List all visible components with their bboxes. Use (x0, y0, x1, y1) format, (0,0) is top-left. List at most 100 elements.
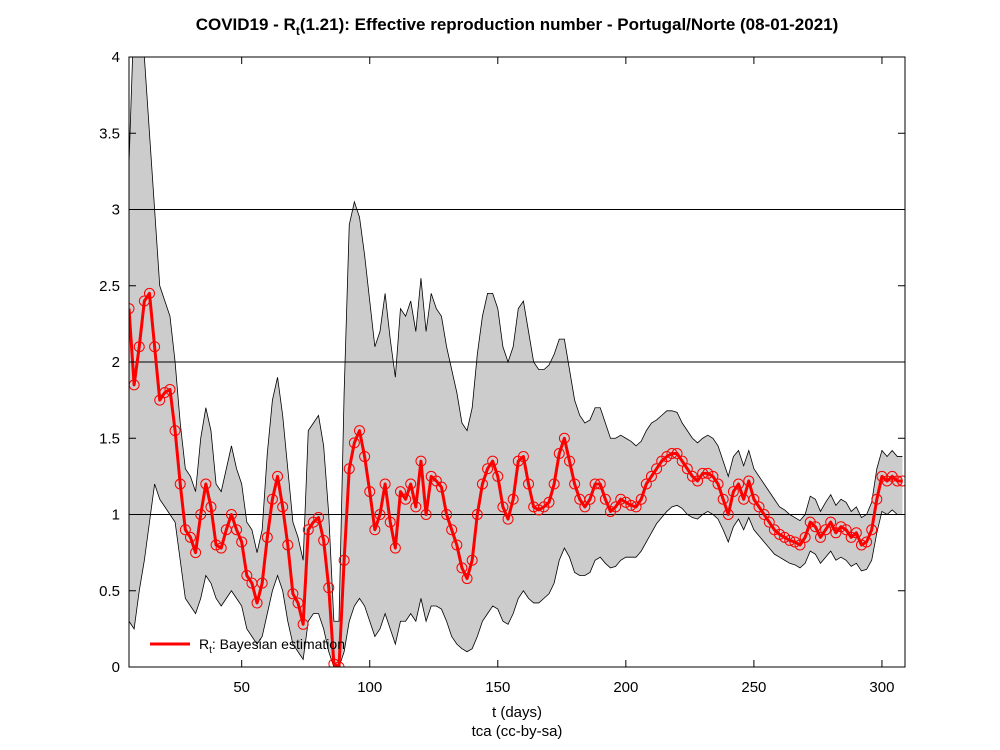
y-tick-label: 2.5 (99, 278, 120, 295)
rt-marker (497, 501, 509, 513)
rt-marker (338, 554, 350, 566)
rt-marker (184, 531, 196, 543)
rt-marker (205, 501, 217, 513)
rt-marker (584, 493, 596, 505)
rt-marker (379, 478, 391, 490)
rt-marker (133, 341, 145, 353)
band-upper (129, 57, 903, 622)
rt-marker (630, 501, 642, 513)
y-tick-label: 1 (112, 507, 120, 524)
y-tick-label: 0.5 (99, 583, 120, 600)
x-tick-label: 250 (741, 679, 766, 696)
rt-marker (323, 582, 335, 594)
rt-marker (129, 303, 135, 315)
rt-marker (318, 534, 330, 546)
rt-marker (394, 486, 406, 498)
rt-marker (441, 509, 453, 520)
rt-marker (400, 493, 412, 505)
legend-part: R (199, 636, 209, 652)
legend-part: : Bayesian estimation (212, 636, 345, 652)
rt-marker (190, 547, 202, 559)
rt-marker (364, 486, 376, 498)
rt-marker (502, 513, 514, 525)
rt-marker (871, 493, 883, 505)
rt-marker (697, 467, 709, 479)
rt-marker (625, 499, 637, 511)
rt-marker (174, 478, 186, 490)
rt-marker (763, 516, 775, 528)
rt-marker (297, 618, 309, 630)
axes: Rt: Bayesian estimation 0 0.5 1 1.5 2 2.5 3 3.5 4… (99, 49, 906, 696)
rt-marker (564, 455, 576, 467)
rt-marker (692, 475, 704, 487)
rt-marker (517, 451, 529, 463)
rt-marker (753, 501, 765, 513)
rt-marker (523, 478, 535, 490)
rt-marker (302, 524, 314, 536)
rt-marker (599, 493, 611, 505)
rt-marker (645, 470, 657, 482)
rt-marker (348, 437, 360, 449)
rt-marker (850, 527, 862, 539)
rt-marker (384, 516, 396, 528)
y-tick-label: 4 (112, 49, 120, 66)
rt-marker (282, 539, 294, 551)
rt-marker (476, 478, 488, 490)
rt-marker (261, 531, 273, 543)
rt-marker (277, 501, 289, 513)
rt-marker (231, 524, 243, 536)
y-tick-label: 0 (112, 659, 120, 676)
rt-marker (861, 536, 873, 548)
title-subscript: t (296, 24, 300, 38)
y-tick-label: 1.5 (99, 430, 120, 447)
rt-marker (143, 287, 155, 299)
legend-label: Rt: Bayesian estimation (199, 636, 345, 656)
rt-marker (292, 597, 304, 609)
rt-marker (543, 496, 555, 508)
rt-marker (446, 524, 458, 536)
x-axis-label: t (days) (492, 704, 542, 721)
rt-marker (451, 539, 463, 551)
rt-marker (784, 534, 796, 546)
rt-marker (333, 661, 345, 667)
rt-marker (640, 478, 652, 490)
rt-marker (179, 524, 191, 536)
rt-marker (553, 448, 565, 459)
rt-marker (195, 509, 207, 520)
rt-marker (799, 531, 811, 543)
x-tick-label: 150 (485, 679, 510, 696)
rt-marker (896, 475, 905, 487)
rt-marker (225, 509, 237, 520)
rt-marker (154, 394, 166, 406)
rt-marker (794, 539, 806, 551)
rt-marker (681, 463, 693, 475)
rt-marker (666, 448, 678, 459)
rt-marker (635, 493, 647, 505)
rt-marker (492, 470, 504, 482)
rt-marker (200, 478, 212, 490)
rt-marker (814, 531, 826, 543)
rt-marker (722, 509, 734, 520)
rt-marker (482, 463, 494, 475)
rt-marker (169, 425, 181, 437)
rt-marker (389, 542, 401, 554)
rt-marker (594, 478, 606, 490)
rt-marker (415, 455, 427, 467)
rt-marker (727, 486, 739, 498)
rt-marker (461, 573, 473, 585)
x-tick-label: 100 (357, 679, 382, 696)
rt-marker (651, 463, 663, 475)
rt-marker (866, 524, 878, 536)
rt-line (129, 291, 903, 667)
rt-marker (758, 509, 770, 520)
rt-marker (466, 554, 478, 566)
rt-marker (743, 475, 755, 487)
rt-marker (820, 524, 832, 536)
credit: tca (cc-by-sa) (472, 723, 563, 740)
rt-marker (215, 542, 227, 554)
rt-marker (891, 475, 903, 487)
rt-marker (164, 383, 176, 395)
rt-marker (579, 501, 591, 513)
rt-marker (507, 493, 519, 505)
rt-marker (671, 448, 683, 459)
